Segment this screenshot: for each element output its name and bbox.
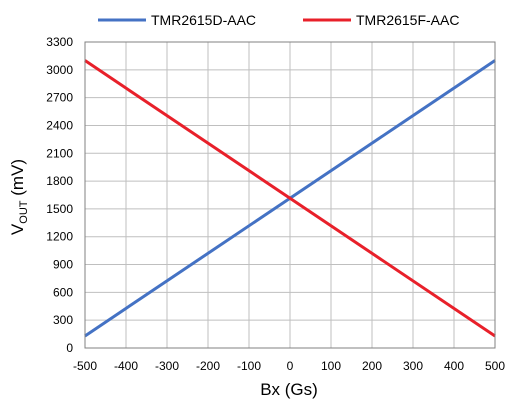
y-tick-label: 1200 [46,230,73,244]
x-tick-label: -200 [196,359,220,373]
grid [84,41,496,349]
y-tick-label: 2700 [46,91,73,105]
y-axis-title: VOUT (mV) [8,159,30,235]
y-axis-title-main: V [8,223,27,235]
x-tick-label: -500 [73,359,97,373]
x-tick-label: -100 [237,359,261,373]
x-tick-label: 500 [485,359,505,373]
x-tick-label: 400 [444,359,464,373]
y-tick-label: 0 [66,341,73,355]
legend-label-series-2: TMR2615F-AAC [356,12,459,28]
x-tick-label: 0 [287,359,294,373]
series-layer [84,59,496,338]
series-line-2 [84,59,496,338]
legend: TMR2615D-AAC TMR2615F-AAC [98,12,459,28]
x-tick-label: -300 [155,359,179,373]
y-tick-labels: 0 300 600 900 1200 1500 1800 2100 2400 2700 3000 33… [46,35,73,355]
y-tick-label: 2400 [46,118,73,132]
y-tick-label: 2100 [46,146,73,160]
x-tick-label: 100 [321,359,341,373]
x-axis-title: Bx (Gs) [260,380,318,399]
y-axis-title-unit: (mV) [8,159,27,201]
y-axis-title-subscript: OUT [18,200,30,224]
y-tick-label: 1800 [46,174,73,188]
x-tick-label: -400 [114,359,138,373]
y-tick-label: 3000 [46,63,73,77]
x-tick-label: 300 [403,359,423,373]
y-tick-label: 1500 [46,202,73,216]
legend-label-series-1: TMR2615D-AAC [151,12,256,28]
x-tick-labels: -500 -400 -300 -200 -100 0 100 200 300 400 500 [73,359,505,373]
y-tick-label: 600 [53,285,73,299]
y-tick-label: 300 [53,313,73,327]
y-tick-label: 3300 [46,35,73,49]
x-tick-label: 200 [362,359,382,373]
plot-frame [84,41,496,349]
y-tick-label: 900 [53,258,73,272]
